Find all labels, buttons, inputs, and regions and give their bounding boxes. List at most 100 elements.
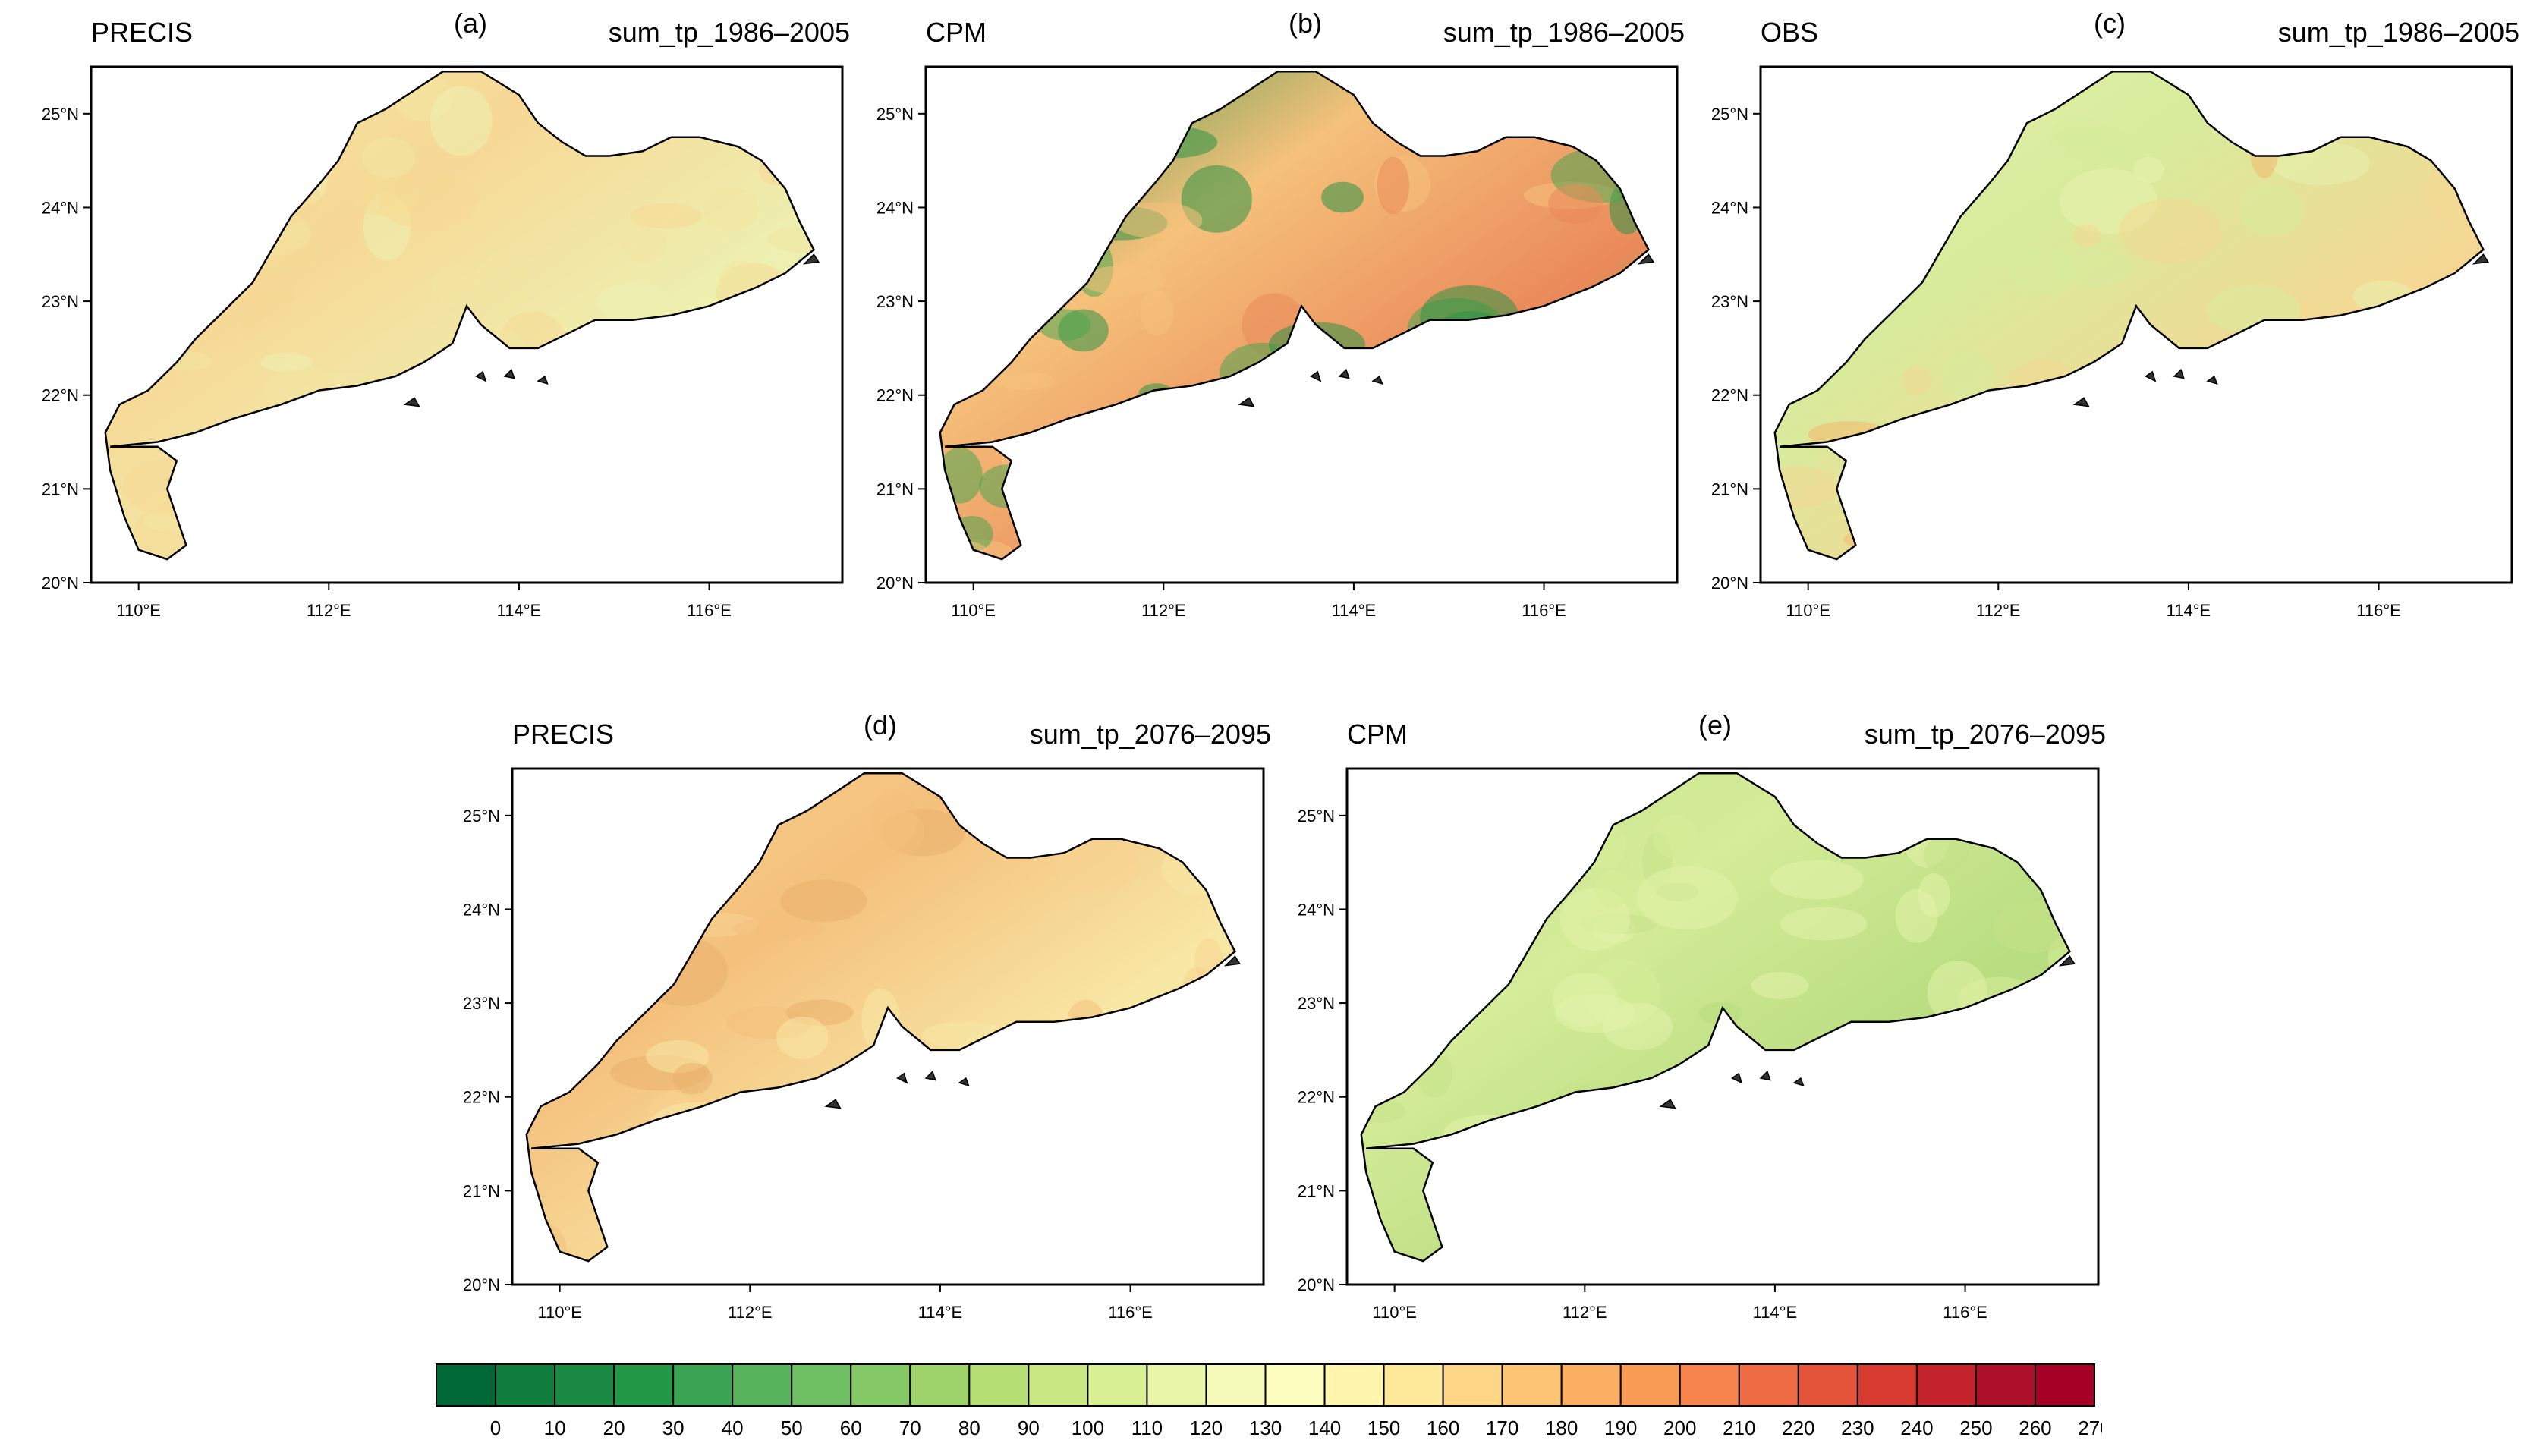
- panel-model-label: OBS: [1761, 17, 1819, 48]
- island: [802, 253, 820, 265]
- island: [503, 368, 515, 379]
- panel-model-label: CPM: [926, 17, 987, 48]
- colorbar-label: 70: [899, 1417, 921, 1439]
- lon-tick-label: 114°E: [918, 1303, 963, 1322]
- map-frame: 20°N 21°N 22°N 23°N 24°N 25°N 110°E 112°E 114°E 1…: [876, 65, 1679, 620]
- colorbar-swatch: [554, 1363, 615, 1407]
- island: [2072, 397, 2090, 407]
- lat-tick-label: 24°N: [1298, 900, 1335, 919]
- province-shading: [1774, 71, 2484, 560]
- lon-tick-label: 110°E: [537, 1303, 582, 1322]
- island: [1792, 1077, 1805, 1087]
- island: [2472, 253, 2489, 265]
- lon-tick-label: 114°E: [1332, 601, 1377, 620]
- colorbar-swatch: [1975, 1363, 2036, 1407]
- panel-letter: (d): [864, 709, 897, 741]
- colorbar-swatch: [1797, 1363, 1858, 1407]
- lat-tick-label: 20°N: [876, 574, 914, 593]
- colorbar-label: 100: [1072, 1417, 1104, 1439]
- colorbar-swatch: [436, 1363, 497, 1407]
- colorbar-label: 30: [662, 1417, 685, 1439]
- colorbar-label: 180: [1545, 1417, 1578, 1439]
- map-panel-a: PRECIS (a) sum_tp_1986–2005 20°N 21°N 22°N…: [42, 0, 850, 645]
- lat-tick-label: 20°N: [42, 574, 79, 593]
- coastline: [104, 70, 815, 561]
- colorbar-swatch: [1383, 1363, 1444, 1407]
- lon-tick-label: 112°E: [1976, 601, 2021, 620]
- panel-variable-label: sum_tp_2076–2095: [1029, 719, 1271, 750]
- lon-tick-label: 116°E: [1522, 601, 1566, 620]
- lat-tick-label: 25°N: [463, 807, 500, 825]
- lat-tick-label: 24°N: [876, 198, 914, 217]
- island: [537, 375, 549, 385]
- lat-tick-label: 22°N: [876, 386, 914, 405]
- lat-tick-label: 24°N: [1711, 198, 1748, 217]
- map-border: [1759, 65, 2513, 584]
- lon-tick-label: 114°E: [2167, 601, 2211, 620]
- colorbar-swatch: [2034, 1363, 2096, 1407]
- colorbar-label: 20: [603, 1417, 625, 1439]
- map-panel-c: OBS (c) sum_tp_1986–2005 20°N 21°N 22°N 23°…: [1711, 0, 2519, 645]
- colorbar-swatch: [1146, 1363, 1207, 1407]
- lon-tick-label: 114°E: [1753, 1303, 1798, 1322]
- lat-tick-label: 24°N: [42, 198, 79, 217]
- map-panel-e: CPM (e) sum_tp_2076–2095 20°N 21°N 22°N 23°…: [1298, 702, 2106, 1347]
- island: [1659, 1099, 1676, 1109]
- island: [2058, 955, 2076, 967]
- colorbar-swatch: [613, 1363, 675, 1407]
- panel-model-label: PRECIS: [91, 17, 194, 48]
- lat-tick-label: 25°N: [876, 105, 914, 124]
- lat-tick-label: 22°N: [463, 1088, 500, 1107]
- map-frame: 20°N 21°N 22°N 23°N 24°N 25°N 110°E 112°E 114°E 1…: [463, 767, 1265, 1322]
- colorbar-label: 50: [781, 1417, 803, 1439]
- island: [2206, 375, 2218, 385]
- colorbar-label: 140: [1308, 1417, 1341, 1439]
- colorbar-swatch: [1087, 1363, 1148, 1407]
- lon-tick-label: 116°E: [1943, 1303, 1987, 1322]
- colorbar-swatch: [732, 1363, 793, 1407]
- lat-tick-label: 20°N: [1298, 1275, 1335, 1294]
- panel-variable-label: sum_tp_2076–2095: [1864, 719, 2106, 750]
- lon-tick-label: 112°E: [1141, 601, 1186, 620]
- map-frame: 20°N 21°N 22°N 23°N 24°N 25°N 110°E 112°E 114°E 1…: [42, 65, 844, 620]
- colorbar-label: 240: [1900, 1417, 1933, 1439]
- panel-variable-label: sum_tp_1986–2005: [608, 17, 850, 48]
- lon-tick-label: 110°E: [1372, 1303, 1417, 1322]
- panel-letter: (a): [454, 8, 487, 39]
- colorbar-label: 130: [1249, 1417, 1282, 1439]
- island: [475, 370, 487, 382]
- map-border: [90, 65, 844, 584]
- map-border: [511, 767, 1265, 1286]
- lat-tick-label: 22°N: [42, 386, 79, 405]
- lon-tick-label: 110°E: [951, 601, 996, 620]
- panel-variable-label: sum_tp_1986–2005: [2277, 17, 2519, 48]
- lat-tick-label: 21°N: [463, 1181, 500, 1200]
- lon-tick-label: 116°E: [2356, 601, 2401, 620]
- province-shading: [105, 71, 814, 560]
- colorbar-swatch: [968, 1363, 1030, 1407]
- colorbar-label: 170: [1486, 1417, 1518, 1439]
- colorbar-swatch: [1560, 1363, 1622, 1407]
- colorbar-label: 260: [2019, 1417, 2051, 1439]
- colorbar-swatch: [1501, 1363, 1563, 1407]
- panel-letter: (c): [2094, 8, 2126, 39]
- colorbar-swatch: [1264, 1363, 1326, 1407]
- lat-tick-label: 21°N: [876, 480, 914, 498]
- colorbar-label: 220: [1782, 1417, 1814, 1439]
- lat-tick-label: 21°N: [1711, 480, 1748, 498]
- colorbar-label: 10: [544, 1417, 566, 1439]
- island: [1310, 370, 1322, 382]
- colorbar-label: 250: [1959, 1417, 1992, 1439]
- lat-tick-label: 25°N: [1711, 105, 1748, 124]
- colorbar-swatch: [1915, 1363, 1977, 1407]
- lat-tick-label: 20°N: [1711, 574, 1748, 593]
- lat-tick-label: 20°N: [463, 1275, 500, 1294]
- colorbar-swatch: [791, 1363, 852, 1407]
- colorbar-label: 60: [840, 1417, 862, 1439]
- colorbar-swatch: [850, 1363, 911, 1407]
- colorbar-swatch: [1679, 1363, 1740, 1407]
- coastline: [525, 772, 1236, 1263]
- lon-tick-label: 112°E: [1563, 1303, 1607, 1322]
- colorbar-swatch: [1323, 1363, 1385, 1407]
- lon-tick-label: 110°E: [116, 601, 161, 620]
